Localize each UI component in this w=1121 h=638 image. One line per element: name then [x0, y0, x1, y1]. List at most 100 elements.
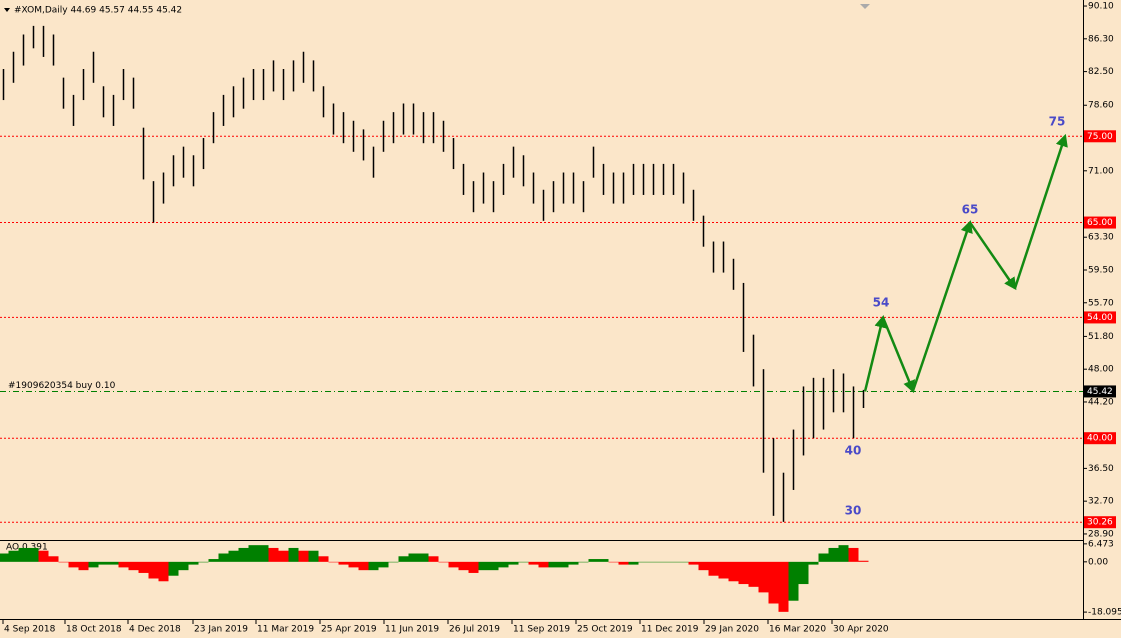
ao-bar: [818, 553, 829, 562]
ao-bar: [508, 561, 519, 565]
y-tick-label: 28.90: [1088, 529, 1114, 539]
ao-bar: [298, 550, 309, 562]
ao-tick-label: 0.00: [1088, 557, 1108, 567]
y-tick-label: 78.60: [1088, 101, 1114, 111]
ao-bar: [778, 561, 789, 612]
y-tick-label: 51.80: [1088, 332, 1114, 342]
annotation: 40: [845, 444, 862, 458]
x-tick-label: 11 Mar 2019: [257, 625, 314, 635]
level-label-box: [1084, 311, 1116, 324]
y-tick-label: 44.20: [1088, 397, 1114, 407]
ao-bar: [578, 561, 589, 563]
ao-bar: [628, 561, 639, 565]
ao-bar: [348, 561, 359, 568]
ao-bar: [238, 547, 249, 562]
level-label: 75.00: [1087, 132, 1113, 142]
annotation: 65: [962, 203, 979, 217]
ao-bar: [518, 561, 529, 563]
ao-bar: [388, 561, 399, 563]
ao-bar: [758, 561, 769, 593]
ao-bar: [458, 561, 469, 571]
annotation: 75: [1049, 115, 1066, 129]
ao-bar: [708, 561, 719, 576]
ao-bar: [268, 547, 279, 562]
ao-bar: [488, 561, 499, 571]
ao-bar: [558, 561, 569, 568]
ao-bar: [598, 559, 609, 562]
ao-bar: [428, 556, 439, 562]
ao-bar: [98, 561, 109, 565]
level-label: 65.00: [1087, 218, 1113, 228]
x-tick-label: 18 Oct 2018: [66, 625, 122, 635]
y-tick-label: 82.50: [1088, 67, 1114, 77]
ao-bar: [478, 561, 489, 571]
level-label: 30.26: [1087, 518, 1113, 528]
ao-bar: [858, 560, 869, 562]
symbol-menu-icon: [4, 8, 10, 12]
ao-tick-label: 6.473: [1088, 539, 1114, 549]
ao-bar: [28, 547, 39, 562]
ao-bar: [178, 561, 189, 571]
ao-bar: [8, 550, 19, 562]
x-tick-label: 11 Sep 2019: [513, 625, 570, 635]
ao-bar: [328, 561, 339, 563]
ao-bar: [248, 545, 259, 562]
ao-bar: [608, 561, 619, 563]
order-text: #1909620354 buy 0.10: [8, 381, 116, 391]
ao-bar: [208, 559, 219, 562]
ao-bar: [528, 561, 539, 565]
level-label-box: [1084, 130, 1116, 143]
projection-segment: [881, 316, 915, 394]
ao-bar: [798, 561, 809, 585]
ao-bar: [158, 561, 169, 582]
price-label: 45.42: [1087, 387, 1113, 397]
ao-bar: [788, 561, 799, 601]
ao-bar: [168, 561, 179, 576]
chart-title: #XOM,Daily 44.69 45.57 44.55 45.42: [14, 6, 182, 16]
ao-bar: [378, 561, 389, 568]
ao-bar: [368, 561, 379, 571]
ao-bar: [748, 561, 759, 587]
ao-bar: [848, 547, 859, 562]
ao-bar: [138, 561, 149, 573]
level-label: 40.00: [1087, 434, 1113, 444]
ao-bar: [148, 561, 159, 579]
ao-bar: [438, 561, 449, 563]
ao-bar: [38, 550, 49, 562]
x-tick-label: 30 Apr 2020: [833, 625, 889, 635]
ao-bar: [358, 561, 369, 571]
ao-bar: [668, 561, 679, 563]
ao-bar: [548, 561, 559, 568]
ao-bar: [278, 550, 289, 562]
projection-segment: [1013, 133, 1068, 289]
x-tick-label: 25 Oct 2019: [577, 625, 633, 635]
ao-bar: [88, 561, 99, 568]
y-tick-label: 71.00: [1088, 166, 1114, 176]
x-tick-label: 11 Dec 2019: [641, 625, 699, 635]
x-tick-label: 16 Mar 2020: [769, 625, 826, 635]
ao-bar: [538, 561, 549, 568]
x-tick-label: 23 Jan 2019: [194, 625, 248, 635]
y-tick-label: 63.30: [1088, 233, 1114, 243]
ao-bar: [288, 547, 299, 562]
ao-bar: [418, 553, 429, 562]
projection-segment: [968, 221, 1017, 291]
ao-bar: [468, 561, 479, 573]
ao-bar: [498, 561, 509, 568]
ao-bar: [398, 556, 409, 562]
ao-bar: [838, 545, 849, 562]
ao-bar: [638, 561, 649, 563]
ao-bar: [18, 547, 29, 562]
x-tick-label: 4 Dec 2018: [129, 625, 181, 635]
y-tick-label: 48.00: [1088, 365, 1114, 375]
ao-bar: [658, 561, 669, 563]
ao-bar: [318, 556, 329, 562]
ao-bar: [188, 561, 199, 565]
ao-bar: [108, 561, 119, 565]
ao-bar: [448, 561, 459, 568]
x-tick-label: 4 Sep 2018: [4, 625, 56, 635]
y-tick-label: 32.70: [1088, 497, 1114, 507]
annotation: 54: [873, 296, 890, 310]
ao-bar: [218, 553, 229, 562]
